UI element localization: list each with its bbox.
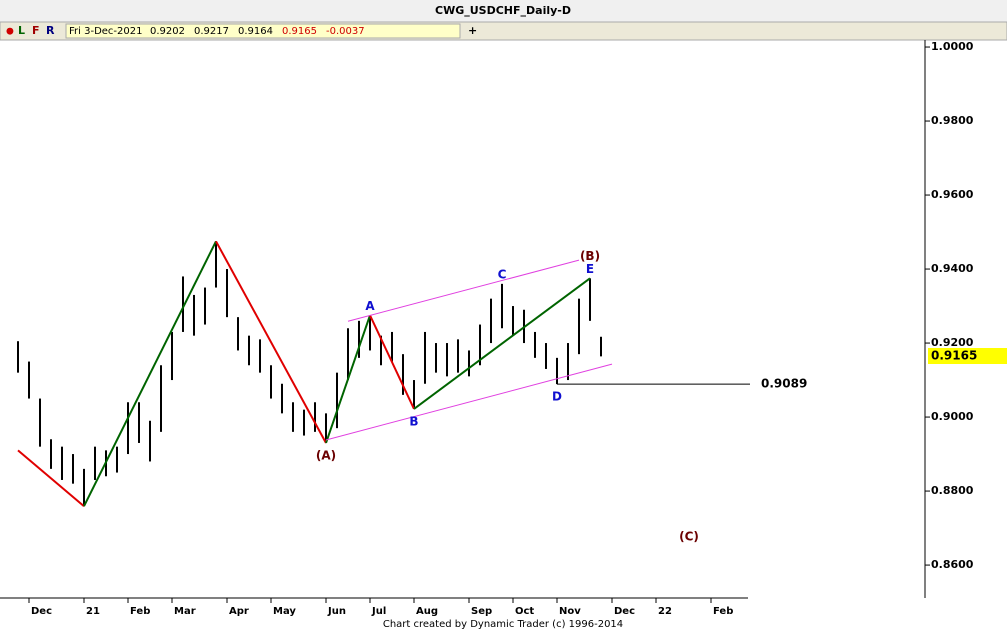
y-tick-label: 1.0000 bbox=[931, 40, 974, 53]
add-button[interactable]: + bbox=[468, 24, 477, 37]
x-tick-label: Dec bbox=[31, 606, 52, 617]
x-tick-label: Apr bbox=[229, 606, 249, 617]
info-low: 0.9164 bbox=[238, 26, 273, 37]
wave-label: D bbox=[552, 390, 562, 404]
x-tick-label: Aug bbox=[416, 606, 438, 617]
y-tick-label: 0.8800 bbox=[931, 484, 974, 497]
info-date: Fri 3-Dec-2021 bbox=[69, 26, 142, 37]
wave-label: (B) bbox=[580, 249, 600, 263]
x-tick-label: May bbox=[273, 606, 296, 617]
wave-label: A bbox=[365, 299, 375, 313]
x-tick-label: Mar bbox=[174, 606, 196, 617]
y-tick-label: 0.8600 bbox=[931, 558, 974, 571]
wave-label: E bbox=[586, 262, 594, 276]
info-close: 0.9165 bbox=[282, 26, 317, 37]
wave-label: C bbox=[498, 267, 507, 281]
y-tick-label: 0.9400 bbox=[931, 262, 974, 275]
info-high: 0.9217 bbox=[194, 26, 229, 37]
footer: Chart created by Dynamic Trader (c) 1996… bbox=[383, 619, 623, 630]
wave-line bbox=[325, 314, 371, 444]
wave-line bbox=[83, 240, 217, 507]
toolbar-button[interactable]: R bbox=[46, 24, 55, 37]
last-price-box bbox=[928, 348, 1007, 365]
info-change: -0.0037 bbox=[326, 26, 365, 37]
title-bar bbox=[0, 0, 1007, 22]
x-tick-label: Oct bbox=[515, 606, 534, 617]
x-tick-label: 21 bbox=[86, 606, 100, 617]
last-price-label: 0.9165 bbox=[931, 349, 977, 363]
x-tick-label: Nov bbox=[559, 606, 581, 617]
channel-line bbox=[325, 363, 613, 441]
wave-line bbox=[369, 314, 415, 410]
y-tick-label: 0.9000 bbox=[931, 410, 974, 423]
marker: ● bbox=[6, 27, 14, 37]
wave-line bbox=[215, 240, 327, 444]
toolbar-button[interactable]: L bbox=[18, 24, 25, 37]
x-tick-label: Jul bbox=[371, 606, 386, 617]
y-tick-label: 0.9200 bbox=[931, 336, 974, 349]
info-box bbox=[65, 23, 461, 39]
support-label: 0.9089 bbox=[761, 377, 807, 391]
x-tick-label: Dec bbox=[614, 606, 635, 617]
target-label: (C) bbox=[679, 529, 699, 543]
x-tick-label: 22 bbox=[658, 606, 672, 617]
y-tick-label: 0.9800 bbox=[931, 114, 974, 127]
x-tick-label: Sep bbox=[471, 606, 492, 617]
x-tick-label: Feb bbox=[713, 606, 733, 617]
x-tick-label: Feb bbox=[130, 606, 150, 617]
chart-title: CWG_USDCHF_Daily-D bbox=[435, 4, 571, 17]
channel-line bbox=[347, 259, 580, 322]
toolbar-button[interactable]: F bbox=[32, 24, 40, 37]
x-tick-label: Jun bbox=[327, 606, 346, 617]
wave-line bbox=[413, 277, 591, 410]
wave-line bbox=[17, 449, 85, 507]
y-tick-label: 0.9600 bbox=[931, 188, 974, 201]
info-open: 0.9202 bbox=[150, 26, 185, 37]
wave-label: B bbox=[409, 414, 418, 428]
wave-label: (A) bbox=[316, 448, 336, 462]
